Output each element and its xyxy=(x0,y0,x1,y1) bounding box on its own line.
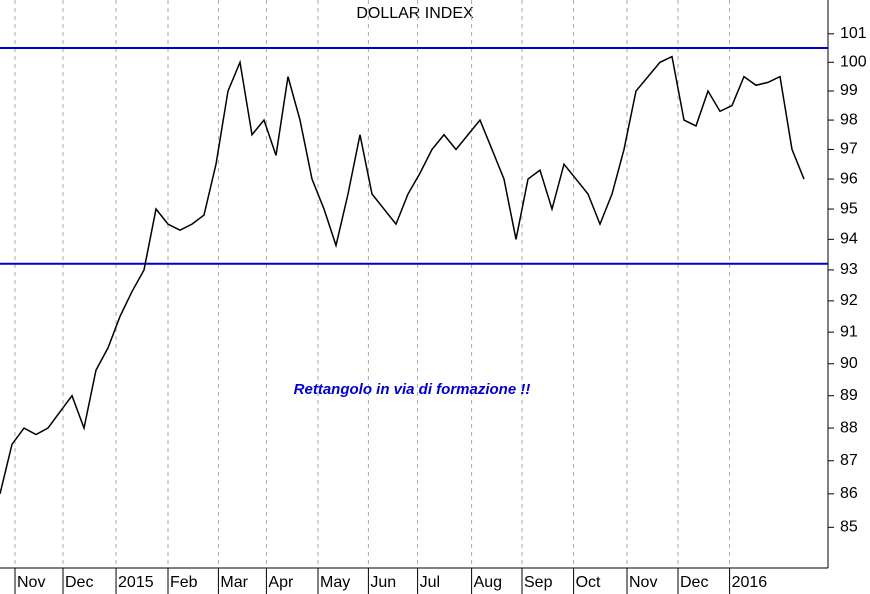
y-tick-label: 100 xyxy=(840,53,867,70)
y-tick-label: 99 xyxy=(840,82,858,99)
x-tick-label: Oct xyxy=(576,574,601,591)
x-tick-label: Dec xyxy=(680,574,708,591)
x-tick-label: Aug xyxy=(474,574,502,591)
x-tick-label: Apr xyxy=(268,574,294,591)
y-tick-label: 85 xyxy=(840,519,858,536)
y-tick-label: 94 xyxy=(840,231,858,248)
y-tick-label: 88 xyxy=(840,419,858,436)
y-tick-label: 98 xyxy=(840,111,858,128)
x-tick-label: Mar xyxy=(220,574,248,591)
x-tick-label: Jul xyxy=(420,574,440,591)
chart-title: DOLLAR INDEX xyxy=(356,5,474,22)
x-tick-label: 2016 xyxy=(732,574,768,591)
price-line xyxy=(0,55,805,495)
x-tick-label: Jun xyxy=(370,574,396,591)
y-tick-label: 93 xyxy=(840,261,858,278)
y-tick-label: 87 xyxy=(840,452,858,469)
y-tick-label: 101 xyxy=(840,25,867,42)
y-tick-label: 86 xyxy=(840,485,858,502)
y-tick-label: 91 xyxy=(840,323,858,340)
x-tick-label: Dec xyxy=(65,574,93,591)
x-tick-label: 2015 xyxy=(118,574,154,591)
y-tick-label: 89 xyxy=(840,387,858,404)
y-tick-label: 97 xyxy=(840,141,858,158)
x-tick-label: Sep xyxy=(524,574,553,591)
y-tick-label: 92 xyxy=(840,292,858,309)
y-tick-label: 95 xyxy=(840,200,858,217)
y-tick-label: 96 xyxy=(840,170,858,187)
x-tick-label: Nov xyxy=(629,574,657,591)
x-tick-label: Feb xyxy=(170,574,198,591)
x-tick-label: May xyxy=(320,574,350,591)
x-tick-label: Nov xyxy=(17,574,45,591)
y-tick-label: 90 xyxy=(840,355,858,372)
annotation: Rettangolo in via di formazione !! xyxy=(294,381,531,398)
